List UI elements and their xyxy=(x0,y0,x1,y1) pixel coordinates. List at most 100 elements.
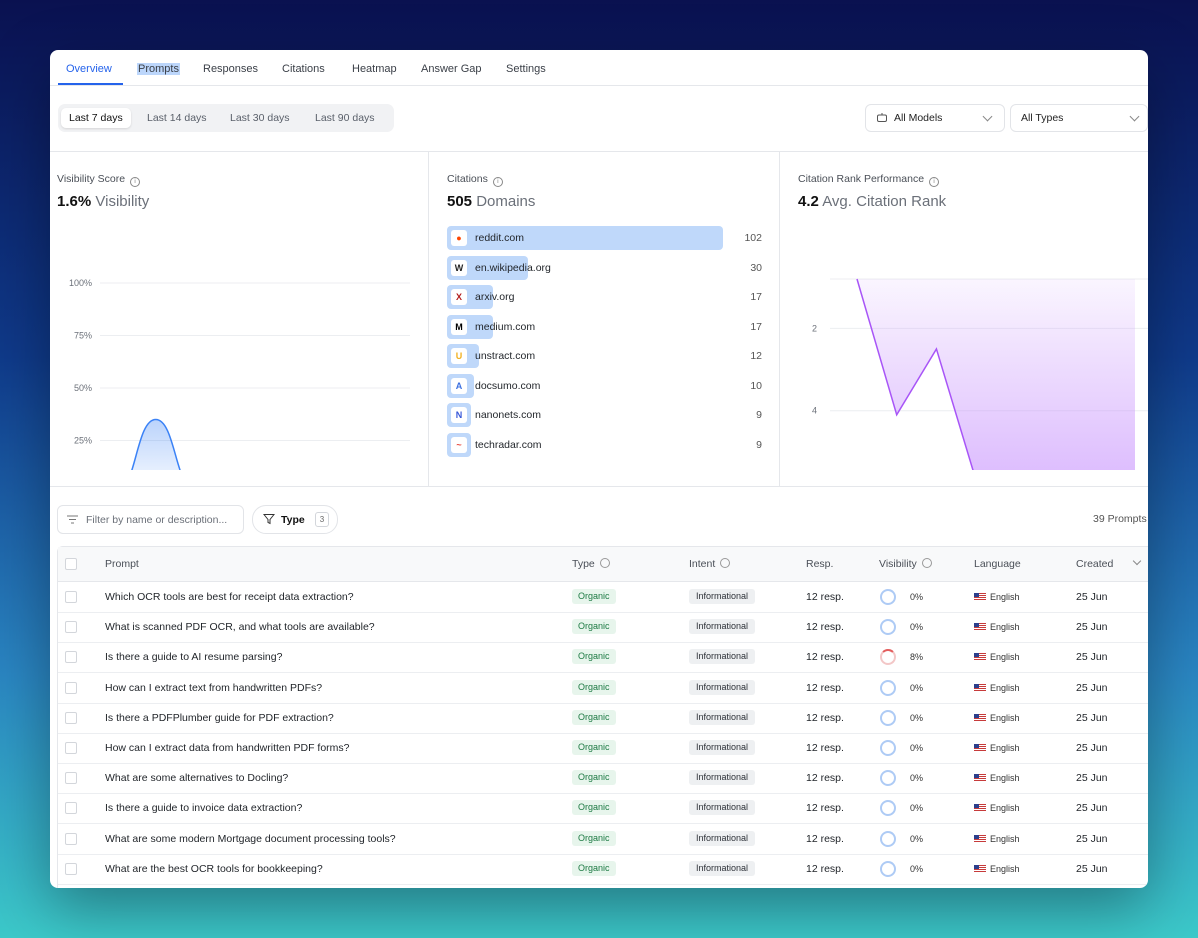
visibility-percent: 0% xyxy=(910,743,924,753)
info-icon[interactable]: i xyxy=(492,177,503,187)
table-row[interactable]: How can I extract data from handwritten … xyxy=(58,733,1148,764)
nanonets-icon: N xyxy=(451,407,467,423)
intent-badge: Informational xyxy=(689,770,756,786)
resp-count: 12 resp. xyxy=(806,742,844,754)
language-label: English xyxy=(990,743,1020,753)
rank-area xyxy=(857,279,1135,470)
language-label: English xyxy=(990,712,1020,723)
models-select[interactable]: All Models xyxy=(865,104,1005,132)
tab-responses[interactable]: Responses xyxy=(203,63,259,75)
tab-answer-gap[interactable]: Answer Gap xyxy=(421,63,482,75)
header-prompt[interactable]: Prompt xyxy=(105,558,139,570)
rank-number: 4.2 xyxy=(798,193,819,210)
type-badge: Organic xyxy=(572,740,616,755)
period-30-days[interactable]: Last 30 days xyxy=(230,112,290,124)
prompt-text[interactable]: How can I extract text from handwritten … xyxy=(105,681,323,694)
language-label: English xyxy=(990,682,1020,693)
info-icon xyxy=(720,558,731,568)
us-flag-icon xyxy=(974,864,986,873)
row-checkbox[interactable] xyxy=(65,802,77,815)
active-tab-indicator xyxy=(58,83,123,85)
prompt-text[interactable]: What is scanned PDF OCR, and what tools … xyxy=(105,621,375,634)
chevron-down-icon xyxy=(1129,111,1140,122)
resp-count: 12 resp. xyxy=(806,681,844,694)
prompt-text[interactable]: Is there a PDFPlumber guide for PDF extr… xyxy=(105,711,334,724)
period-selector: Last 7 days Last 14 days Last 30 days La… xyxy=(58,104,394,132)
types-select[interactable]: All Types xyxy=(1010,104,1148,132)
header-intent[interactable]: Intent xyxy=(689,558,731,570)
us-flag-icon xyxy=(974,683,986,692)
rank-label-text: Citation Rank Performance xyxy=(798,173,925,185)
tab-settings[interactable]: Settings xyxy=(506,63,546,75)
tab-overview[interactable]: Overview xyxy=(66,63,112,75)
domain-name: reddit.com xyxy=(475,232,525,244)
row-checkbox[interactable] xyxy=(65,742,77,754)
type-filter-button[interactable]: Type 3 xyxy=(252,505,338,534)
period-14-days[interactable]: Last 14 days xyxy=(147,112,207,124)
prompt-text[interactable]: Which OCR tools are best for receipt dat… xyxy=(105,591,354,603)
table-row[interactable]: Is there a guide to AI resume parsing? Or… xyxy=(58,642,1148,674)
prompt-text[interactable]: How can I extract data from handwritten … xyxy=(105,742,350,754)
divider xyxy=(779,151,780,486)
visibility-ring-icon xyxy=(880,830,896,847)
prompt-text[interactable]: What are some modern Mortgage document p… xyxy=(105,832,396,845)
table-row[interactable]: Is there a PDFPlumber guide for PDF extr… xyxy=(58,703,1148,734)
visibility-percent: 0% xyxy=(910,682,924,693)
header-type[interactable]: Type xyxy=(572,558,610,570)
citations-card-label: Citations i xyxy=(447,173,503,187)
period-7-days[interactable]: Last 7 days xyxy=(61,108,131,128)
table-row[interactable]: How can I extract text from handwritten … xyxy=(58,673,1148,704)
visibility-percent: 0% xyxy=(910,773,924,784)
row-checkbox[interactable] xyxy=(65,772,77,785)
table-row[interactable]: What are the best OCR tools for bookkeep… xyxy=(58,854,1148,885)
prompt-text[interactable]: Is there a guide to invoice data extract… xyxy=(105,802,303,815)
header-created[interactable]: Created xyxy=(1076,558,1114,570)
intent-badge: Informational xyxy=(689,619,756,635)
row-checkbox[interactable] xyxy=(65,621,77,634)
rank-value: 4.2 Avg. Citation Rank xyxy=(798,193,946,210)
table-row[interactable]: What is scanned PDF OCR, and what tools … xyxy=(58,612,1148,644)
funnel-icon xyxy=(263,514,275,525)
tab-citations[interactable]: Citations xyxy=(282,63,325,75)
select-all-checkbox[interactable] xyxy=(65,558,77,570)
domain-count: 12 xyxy=(750,350,762,362)
tab-heatmap[interactable]: Heatmap xyxy=(352,63,397,75)
models-select-label: All Models xyxy=(894,112,943,124)
table-row[interactable]: What are some alternatives to Docling? Or… xyxy=(58,763,1148,795)
reddit-icon: ● xyxy=(451,230,467,246)
info-icon[interactable]: i xyxy=(130,177,141,187)
citations-number: 505 xyxy=(447,193,473,210)
info-icon xyxy=(599,558,610,568)
table-row[interactable]: Which OCR tools are best for receipt dat… xyxy=(58,582,1148,613)
tab-prompts[interactable]: Prompts xyxy=(137,63,180,75)
resp-count: 12 resp. xyxy=(806,621,844,634)
header-language[interactable]: Language xyxy=(974,558,1021,570)
filter-input[interactable]: Filter by name or description... xyxy=(57,505,244,534)
prompt-text[interactable]: What are some alternatives to Docling? xyxy=(105,772,289,785)
us-flag-icon xyxy=(974,593,986,601)
row-checkbox[interactable] xyxy=(65,832,77,845)
resp-count: 12 resp. xyxy=(806,591,844,603)
sort-chevron-icon[interactable] xyxy=(1132,556,1142,566)
row-checkbox[interactable] xyxy=(65,591,77,603)
visibility-percent: 0% xyxy=(910,592,924,602)
info-icon[interactable]: i xyxy=(929,177,940,187)
language-label: English xyxy=(990,833,1020,844)
row-checkbox[interactable] xyxy=(65,711,77,724)
table-row[interactable]: Is there a guide to invoice data extract… xyxy=(58,793,1148,825)
prompt-text[interactable]: Is there a guide to AI resume parsing? xyxy=(105,651,283,664)
intent-badge: Informational xyxy=(689,709,756,725)
language-label: English xyxy=(990,803,1020,814)
domain-count: 17 xyxy=(750,320,762,333)
row-checkbox[interactable] xyxy=(65,651,77,664)
period-90-days[interactable]: Last 90 days xyxy=(315,112,375,124)
row-checkbox[interactable] xyxy=(65,681,77,694)
table-row[interactable]: What are some modern Mortgage document p… xyxy=(58,824,1148,855)
rank-suffix: Avg. Citation Rank xyxy=(822,193,947,210)
us-flag-icon xyxy=(974,744,986,752)
y-tick-label: 75% xyxy=(74,331,92,341)
header-resp[interactable]: Resp. xyxy=(806,558,834,570)
row-checkbox[interactable] xyxy=(65,862,77,875)
prompt-text[interactable]: What are the best OCR tools for bookkeep… xyxy=(105,862,323,875)
header-visibility[interactable]: Visibility xyxy=(879,558,932,570)
